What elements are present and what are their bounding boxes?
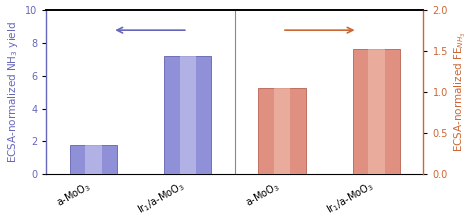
Y-axis label: ECSA-normalized NH$_3$ yield: ECSA-normalized NH$_3$ yield — [6, 21, 19, 163]
Bar — [164, 56, 211, 174]
Bar — [70, 145, 117, 174]
Bar — [258, 88, 306, 174]
Bar — [274, 88, 290, 174]
Bar — [85, 145, 102, 174]
Bar — [368, 49, 384, 174]
Bar — [180, 56, 196, 174]
Bar — [353, 49, 400, 174]
Y-axis label: ECSA-normalized FE$_{NH_3}$: ECSA-normalized FE$_{NH_3}$ — [454, 32, 468, 152]
